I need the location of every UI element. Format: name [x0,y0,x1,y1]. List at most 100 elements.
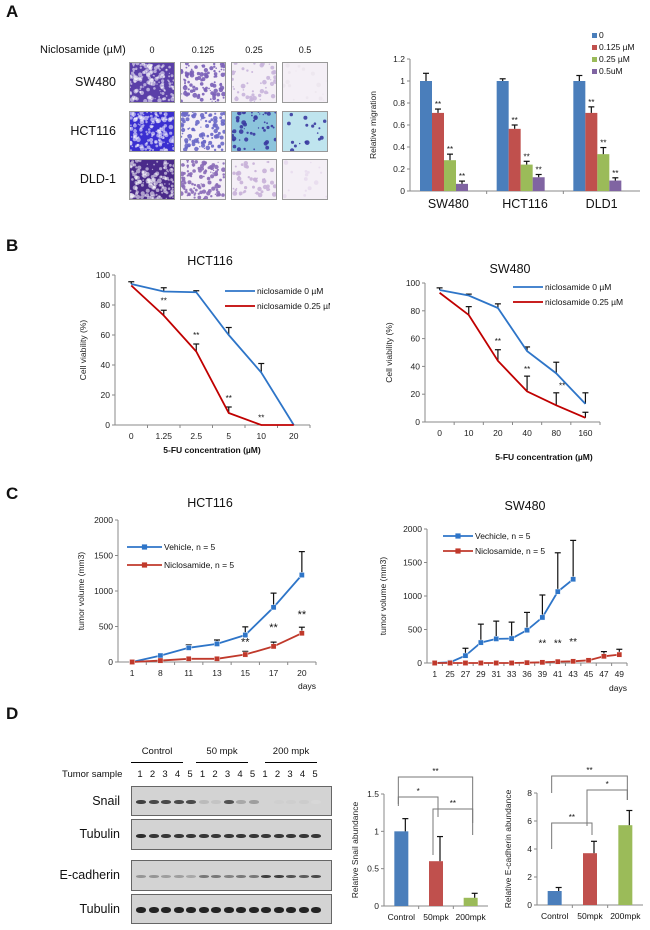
cell-stain [215,67,217,69]
cell-stain [135,61,140,66]
cell-stain [150,122,153,125]
cell-stain [140,133,143,136]
cell-stain [186,164,189,168]
cell-stain [170,137,172,139]
significance-label: ** [269,622,278,634]
cell-stain [219,85,225,91]
cell-line-label: SW480 [75,75,116,89]
cell-stain [304,140,308,144]
cell-stain [160,197,163,200]
cell-stain [137,123,140,125]
protein-band [136,875,146,878]
cell-stain [168,75,171,78]
legend-marker [455,533,461,539]
x-tick-label: 25 [445,669,455,679]
cell-stain [213,128,218,134]
cell-stain [322,99,325,102]
cell-line-label: HCT116 [70,124,116,138]
legend-swatch [592,45,597,50]
cell-stain [232,171,236,175]
cell-stain [307,186,312,191]
lane-number: 2 [274,769,281,780]
cell-stain [213,88,218,93]
series-line [131,574,303,663]
legend-label: niclosamide 0 µM [257,286,323,296]
protein-band [186,800,196,804]
cell-stain [213,148,217,152]
cell-stain [213,65,216,68]
cell-stain [163,189,167,194]
cell-stain [155,130,158,133]
cell-stain [196,184,201,188]
protein-band [173,800,184,804]
data-point [185,656,192,662]
cell-stain [325,195,328,198]
cell-stain [292,98,295,101]
protein-band [261,907,271,913]
bar [532,177,545,191]
protein-band [273,833,284,838]
data-point [554,588,561,595]
cell-stain [258,93,262,98]
cell-stain [266,161,268,163]
cell-stain [290,170,293,174]
y-tick-label: 0.5 [367,864,379,874]
cell-stain [264,111,267,115]
cell-stain [130,162,132,164]
data-point [270,604,277,611]
x-tick-label: 36 [522,669,532,679]
cell-stain [155,188,160,192]
y-tick-label: 0.6 [393,120,405,130]
cell-stain [212,172,214,174]
significance-label: ** [524,365,530,374]
cell-stain [197,137,199,140]
blot-strip [131,819,332,850]
cell-stain [183,78,185,81]
y-tick-label: 500 [408,625,422,635]
protein-band [223,875,234,878]
data-point [299,572,305,578]
cell-stain [161,74,163,77]
cell-stain [222,96,225,99]
cell-stain [169,163,172,167]
cell-stain [241,120,247,125]
x-tick-label: 39 [538,669,548,679]
niclosamide-header: Niclosamide (µM) [40,44,126,56]
bar [618,825,633,905]
cell-stain [170,168,173,171]
cell-stain [183,147,188,152]
cell-stain [210,85,212,87]
cell-stain [164,183,166,185]
cell-stain [194,76,199,81]
data-point [157,657,164,664]
cell-stain [150,141,153,145]
x-tick-label: 43 [568,669,578,679]
cell-stain [134,172,138,175]
protein-band [186,907,196,913]
cell-stain [181,93,183,95]
y-tick-label: 20 [411,389,421,399]
migration-micrograph [128,110,176,153]
significance-label: ** [258,414,264,423]
migration-micrograph [128,61,176,104]
cell-stain [163,89,166,91]
protein-band [173,875,184,878]
data-point [601,653,607,660]
cell-stain [168,82,172,85]
cell-stain [149,138,154,142]
cell-stain [187,134,193,139]
data-point [524,659,530,666]
legend-label: Niclosamide, n = 5 [475,546,545,556]
cell-stain [316,82,321,88]
migration-micrograph [230,61,278,103]
cell-stain [170,178,173,182]
y-tick-label: 0 [374,901,379,911]
blot-row-label: Tubulin [79,827,120,841]
cell-stain [142,182,145,184]
cell-stain [260,82,262,85]
bar [429,861,443,906]
lane-number: 2 [212,769,218,780]
y-tick-label: 100 [406,278,420,288]
group-label: 50 mpk [206,746,238,757]
protein-band [186,875,196,878]
